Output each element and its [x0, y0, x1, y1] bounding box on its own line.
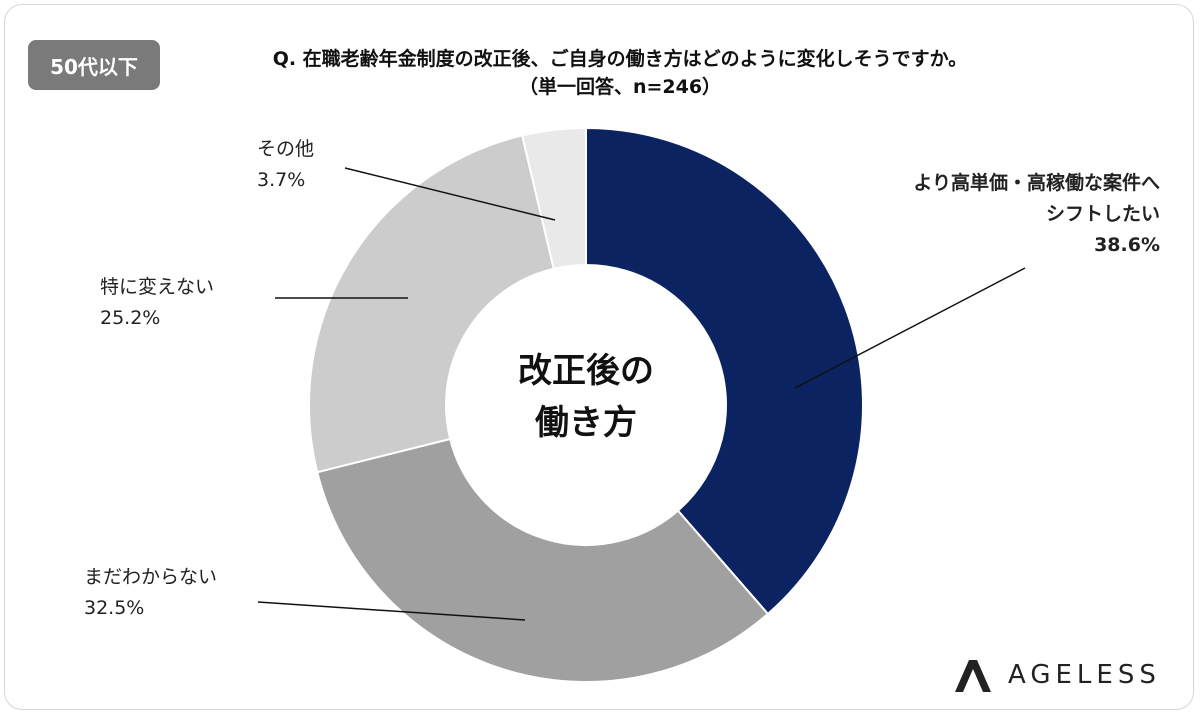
- logo: AGELESS: [1008, 660, 1161, 690]
- donut-slice: [316, 437, 770, 683]
- slice-label: より高単価・高稼働な案件へ シフトしたい 38.6%: [913, 168, 1160, 261]
- slice-label: その他 3.7%: [257, 134, 314, 196]
- center-label: 改正後の 働き方: [518, 351, 654, 443]
- donut-slice: [308, 134, 555, 474]
- slice-label: 特に変えない 25.2%: [100, 272, 214, 334]
- category-label: 特に変えない: [100, 276, 215, 298]
- donut-slice: [585, 126, 864, 616]
- chart-title: Q. 在職老齢年金制度の改正後、ご自身の働き方はどのように変化しそうですか。: [272, 48, 968, 70]
- category-label: まだわからない: [84, 566, 218, 588]
- donut-slice: [520, 126, 587, 270]
- value-label: 32.5%: [84, 597, 145, 619]
- leader-line: [344, 167, 556, 221]
- value-label: 38.6%: [1094, 234, 1160, 256]
- category-label: その他: [257, 138, 315, 160]
- logo-icon: [955, 660, 991, 692]
- value-label: 25.2%: [100, 307, 161, 329]
- chart-subtitle: （単一回答、n=246）: [518, 76, 722, 98]
- leader-line: [257, 601, 526, 621]
- value-label: 3.7%: [257, 169, 306, 191]
- frame: [4, 4, 1194, 710]
- slice-label: まだわからない 32.5%: [84, 562, 217, 624]
- leader-line: [794, 267, 1026, 389]
- category-label: より高単価・高稼働な案件へ シフトしたい: [913, 172, 1160, 225]
- badge: 50代以下: [28, 40, 160, 90]
